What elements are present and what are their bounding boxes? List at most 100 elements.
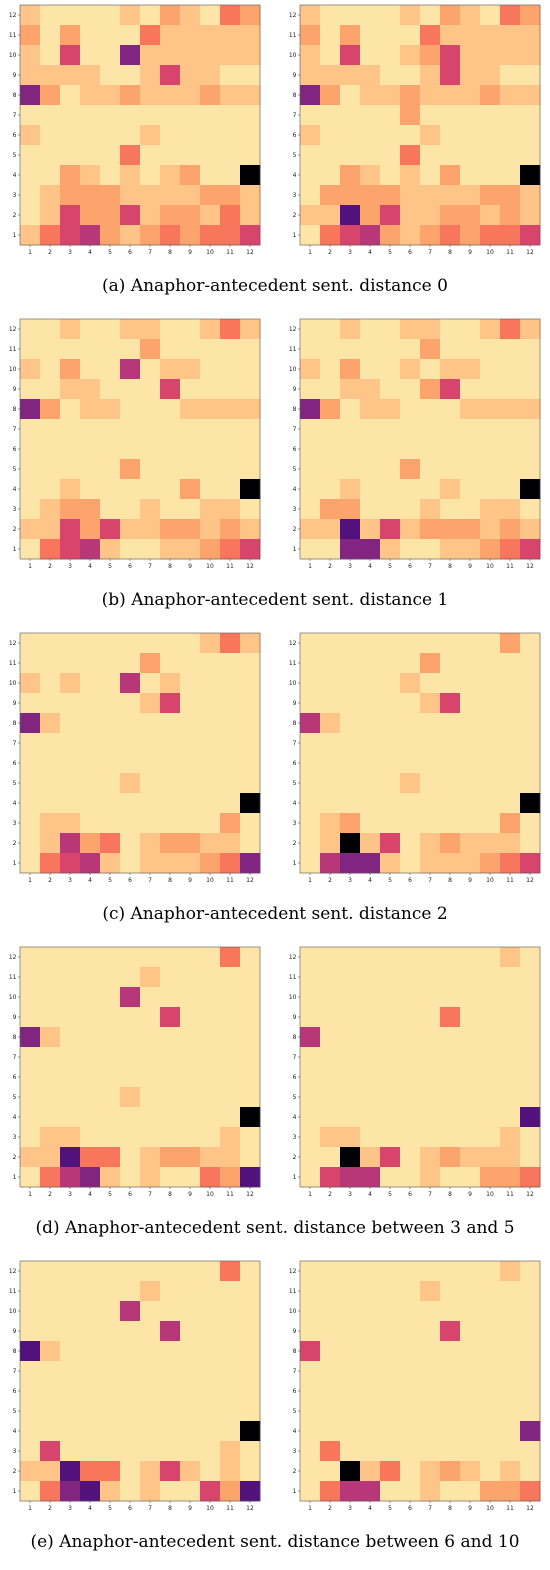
heatmap-frame [299, 4, 541, 246]
heatmap-cell [40, 1067, 61, 1088]
heatmap-cell [380, 1281, 401, 1302]
heatmap-cell [40, 539, 61, 560]
heatmap-cell [160, 65, 181, 86]
heatmap-cell [400, 65, 421, 86]
heatmap-cell [360, 1481, 381, 1502]
heatmap-cell [380, 145, 401, 166]
heatmap-cell [160, 125, 181, 146]
heatmap-cell [180, 519, 201, 540]
heatmap-cell [20, 1401, 41, 1422]
heatmap-cell [220, 853, 241, 874]
heatmap-cell [360, 479, 381, 500]
heatmap-cell [480, 1321, 501, 1342]
y-tick-label: 11 [9, 660, 17, 667]
x-tick-label: 6 [128, 249, 132, 256]
heatmap-cell [320, 225, 341, 246]
heatmap-cell [380, 1007, 401, 1028]
heatmap-cell [160, 1127, 181, 1148]
heatmap-cell [20, 1261, 41, 1282]
heatmap-cell [480, 673, 501, 694]
heatmap-cell [360, 439, 381, 460]
heatmap-cell [80, 1047, 101, 1068]
heatmap-cell [180, 1301, 201, 1322]
heatmap-cell [400, 45, 421, 66]
x-tick-label: 12 [526, 1191, 534, 1198]
heatmap-cell [200, 319, 221, 340]
heatmap-cell [200, 733, 221, 754]
heatmap-cell [400, 793, 421, 814]
heatmap-cell [200, 45, 221, 66]
heatmap-cell [40, 359, 61, 380]
y-tick-label: 11 [289, 660, 297, 667]
heatmap-cell [480, 225, 501, 246]
heatmap-cell [360, 85, 381, 106]
y-tick-label: 1 [293, 546, 297, 553]
heatmap-cell [440, 853, 461, 874]
heatmap-cell [440, 773, 461, 794]
heatmap-cell [500, 165, 521, 186]
heatmap-cell [400, 499, 421, 520]
heatmap-cell [340, 379, 361, 400]
heatmap-cell [340, 165, 361, 186]
heatmap-cell [40, 773, 61, 794]
heatmap-cell [300, 185, 321, 206]
heatmap-cell [40, 793, 61, 814]
heatmap-cell [440, 1087, 461, 1108]
heatmap-cell [100, 499, 121, 520]
heatmap-cell [80, 633, 101, 654]
heatmap-cell [320, 419, 341, 440]
heatmap-cell [120, 499, 141, 520]
heatmap-cell [380, 85, 401, 106]
x-tick-label: 9 [188, 249, 192, 256]
heatmap-cell [400, 1401, 421, 1422]
heatmap-cell [100, 319, 121, 340]
heatmap-cell [200, 1281, 221, 1302]
heatmap-cell [120, 519, 141, 540]
heatmap-frame [19, 1260, 261, 1502]
heatmap-cell [380, 359, 401, 380]
heatmap-cell [380, 753, 401, 774]
heatmap-cell [240, 359, 261, 380]
heatmap-cell [80, 339, 101, 360]
heatmap-cell [200, 1321, 221, 1342]
heatmap-cell [320, 733, 341, 754]
heatmap-cell [460, 693, 481, 714]
heatmap-cell [400, 319, 421, 340]
heatmap-cell [520, 85, 541, 106]
heatmap-cell [120, 1441, 141, 1462]
heatmap-cell [140, 713, 161, 734]
heatmap-cell [440, 987, 461, 1008]
x-tick-label: 10 [486, 249, 494, 256]
heatmap-cell [60, 439, 81, 460]
x-tick-label: 5 [108, 877, 112, 884]
x-tick-label: 3 [348, 877, 352, 884]
x-tick-label: 4 [88, 877, 92, 884]
heatmap-cell [360, 987, 381, 1008]
heatmap-cell [420, 539, 441, 560]
heatmap-cell [40, 479, 61, 500]
y-tick-label: 10 [289, 52, 297, 59]
x-tick-label: 7 [148, 563, 152, 570]
heatmap-cell [420, 459, 441, 480]
heatmap-cell [460, 653, 481, 674]
heatmap-cell [320, 1027, 341, 1048]
heatmap-cell [120, 813, 141, 834]
heatmap-cell [460, 1127, 481, 1148]
heatmap-cell [80, 1087, 101, 1108]
heatmap-cell [340, 1421, 361, 1442]
heatmap-cell [320, 1341, 341, 1362]
heatmap-cell [500, 1381, 521, 1402]
x-tick-label: 1 [308, 249, 312, 256]
heatmap-cell [420, 1147, 441, 1168]
heatmap-cell [140, 633, 161, 654]
heatmap-cell [420, 25, 441, 46]
heatmap-cell [480, 813, 501, 834]
heatmap-cell [160, 947, 181, 968]
x-tick-label: 7 [148, 249, 152, 256]
heatmap-cell [40, 753, 61, 774]
heatmap-cell [340, 145, 361, 166]
heatmap-cell [480, 1341, 501, 1362]
